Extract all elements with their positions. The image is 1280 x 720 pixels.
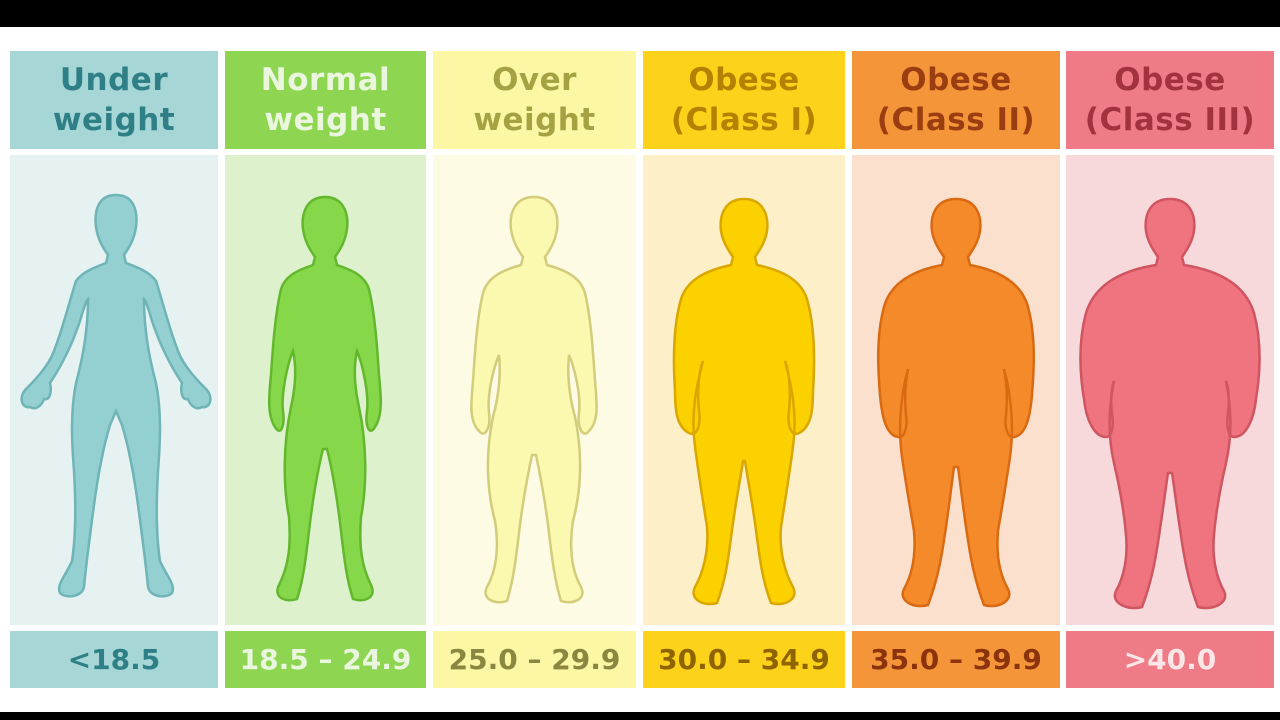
bmi-range-label: 18.5 – 24.9 bbox=[239, 643, 412, 676]
figure-panel bbox=[643, 155, 845, 625]
bmi-range: >40.0 bbox=[1066, 631, 1274, 688]
body-silhouette-icon bbox=[672, 197, 816, 606]
header-line-2: weight bbox=[52, 102, 176, 138]
category-underweight: Under weight <18.5 bbox=[10, 27, 218, 712]
bmi-range-label: <18.5 bbox=[67, 643, 161, 676]
category-header: Obese (Class II) bbox=[852, 51, 1060, 149]
body-silhouette-icon bbox=[20, 193, 212, 598]
body-silhouette-icon bbox=[268, 195, 382, 602]
bmi-range-label: 30.0 – 34.9 bbox=[658, 643, 830, 676]
header-line-2: (Class II) bbox=[876, 102, 1036, 138]
header-line-2: weight bbox=[473, 102, 596, 138]
bmi-range-label: 35.0 – 39.9 bbox=[870, 643, 1042, 676]
figure-panel bbox=[433, 155, 636, 625]
category-normal-weight: Normal weight 18.5 – 24.9 bbox=[225, 27, 426, 712]
body-silhouette-icon bbox=[1079, 197, 1261, 610]
header-line-1: Obese bbox=[900, 62, 1012, 98]
body-silhouette-icon bbox=[470, 195, 598, 604]
bmi-range-label: >40.0 bbox=[1123, 643, 1217, 676]
category-overweight: Over weight 25.0 – 29.9 bbox=[433, 27, 636, 712]
body-silhouette-icon bbox=[876, 197, 1036, 608]
figure-panel bbox=[852, 155, 1060, 625]
bmi-range: 30.0 – 34.9 bbox=[643, 631, 845, 688]
category-obese-class-1: Obese (Class I) 30.0 – 34.9 bbox=[643, 27, 845, 712]
category-obese-class-2: Obese (Class II) 35.0 – 39.9 bbox=[852, 27, 1060, 712]
header-line-1: Under bbox=[59, 62, 169, 98]
bmi-range: 25.0 – 29.9 bbox=[433, 631, 636, 688]
header-line-1: Normal bbox=[260, 62, 391, 98]
bmi-range: <18.5 bbox=[10, 631, 218, 688]
header-line-1: Obese bbox=[688, 62, 800, 98]
header-line-2: (Class I) bbox=[670, 102, 818, 138]
figure-panel bbox=[1066, 155, 1274, 625]
header-line-1: Obese bbox=[1114, 62, 1226, 98]
category-header: Under weight bbox=[10, 51, 218, 149]
figure-panel bbox=[225, 155, 426, 625]
figure-panel bbox=[10, 155, 218, 625]
header-line-2: weight bbox=[264, 102, 387, 138]
header-line-2: (Class III) bbox=[1084, 102, 1256, 138]
category-header: Obese (Class I) bbox=[643, 51, 845, 149]
category-header: Obese (Class III) bbox=[1066, 51, 1274, 149]
category-obese-class-3: Obese (Class III) >40.0 bbox=[1066, 27, 1274, 712]
category-header: Over weight bbox=[433, 51, 636, 149]
header-line-1: Over bbox=[492, 62, 577, 98]
bmi-range-label: 25.0 – 29.9 bbox=[448, 643, 621, 676]
bmi-chart: Under weight <18.5 Normal weight 18.5 – … bbox=[0, 27, 1280, 712]
bmi-range: 18.5 – 24.9 bbox=[225, 631, 426, 688]
category-header: Normal weight bbox=[225, 51, 426, 149]
bmi-range: 35.0 – 39.9 bbox=[852, 631, 1060, 688]
